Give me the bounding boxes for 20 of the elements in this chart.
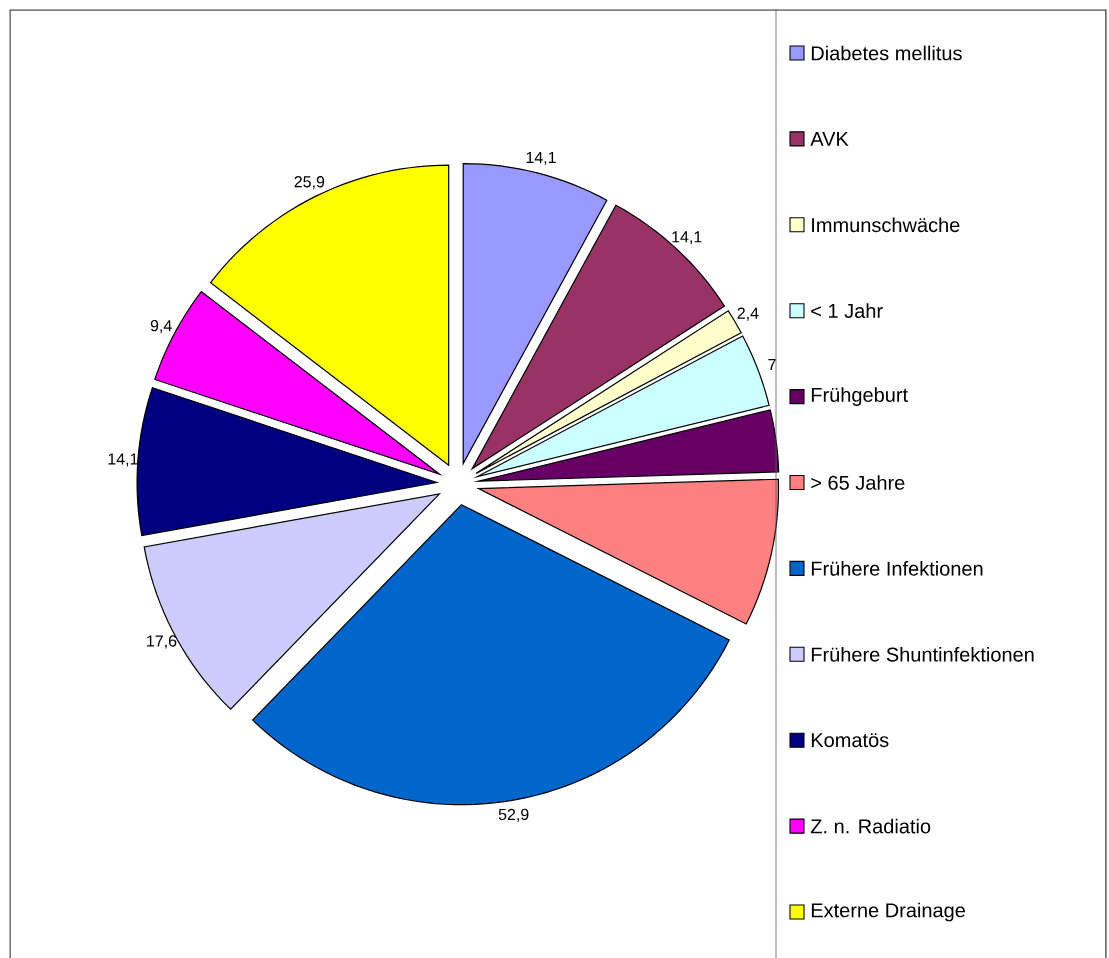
legend-label: Diabetes mellitus bbox=[811, 45, 962, 61]
legend-label: Externe Drainage bbox=[811, 902, 965, 922]
legend-label: Frühere Infektionen bbox=[811, 561, 983, 576]
legend-label: Immunschwäche bbox=[812, 217, 960, 233]
legend-label: Z. n. Radiatio bbox=[810, 818, 931, 834]
legend-label: > 65 Jahre bbox=[811, 475, 905, 490]
data-label: 9,4 bbox=[150, 319, 172, 334]
data-label: 17,6 bbox=[147, 635, 177, 649]
legend-label: Frühgeburt bbox=[811, 387, 908, 406]
data-label: 2,4 bbox=[737, 307, 759, 321]
data-label: 14,1 bbox=[526, 151, 556, 165]
data-label: 14,1 bbox=[672, 231, 702, 245]
data-label: 7 bbox=[768, 358, 776, 370]
legend-label: AVK bbox=[810, 132, 849, 146]
data-label: 25,9 bbox=[294, 176, 325, 190]
data-label: 52,9 bbox=[498, 808, 529, 822]
data-label: 14,1 bbox=[108, 453, 138, 467]
legend-label: Frühere Shuntinfektionen bbox=[811, 646, 1034, 662]
legend-label: Komatös bbox=[811, 733, 889, 748]
legend-label: < 1 Jahr bbox=[811, 303, 883, 319]
